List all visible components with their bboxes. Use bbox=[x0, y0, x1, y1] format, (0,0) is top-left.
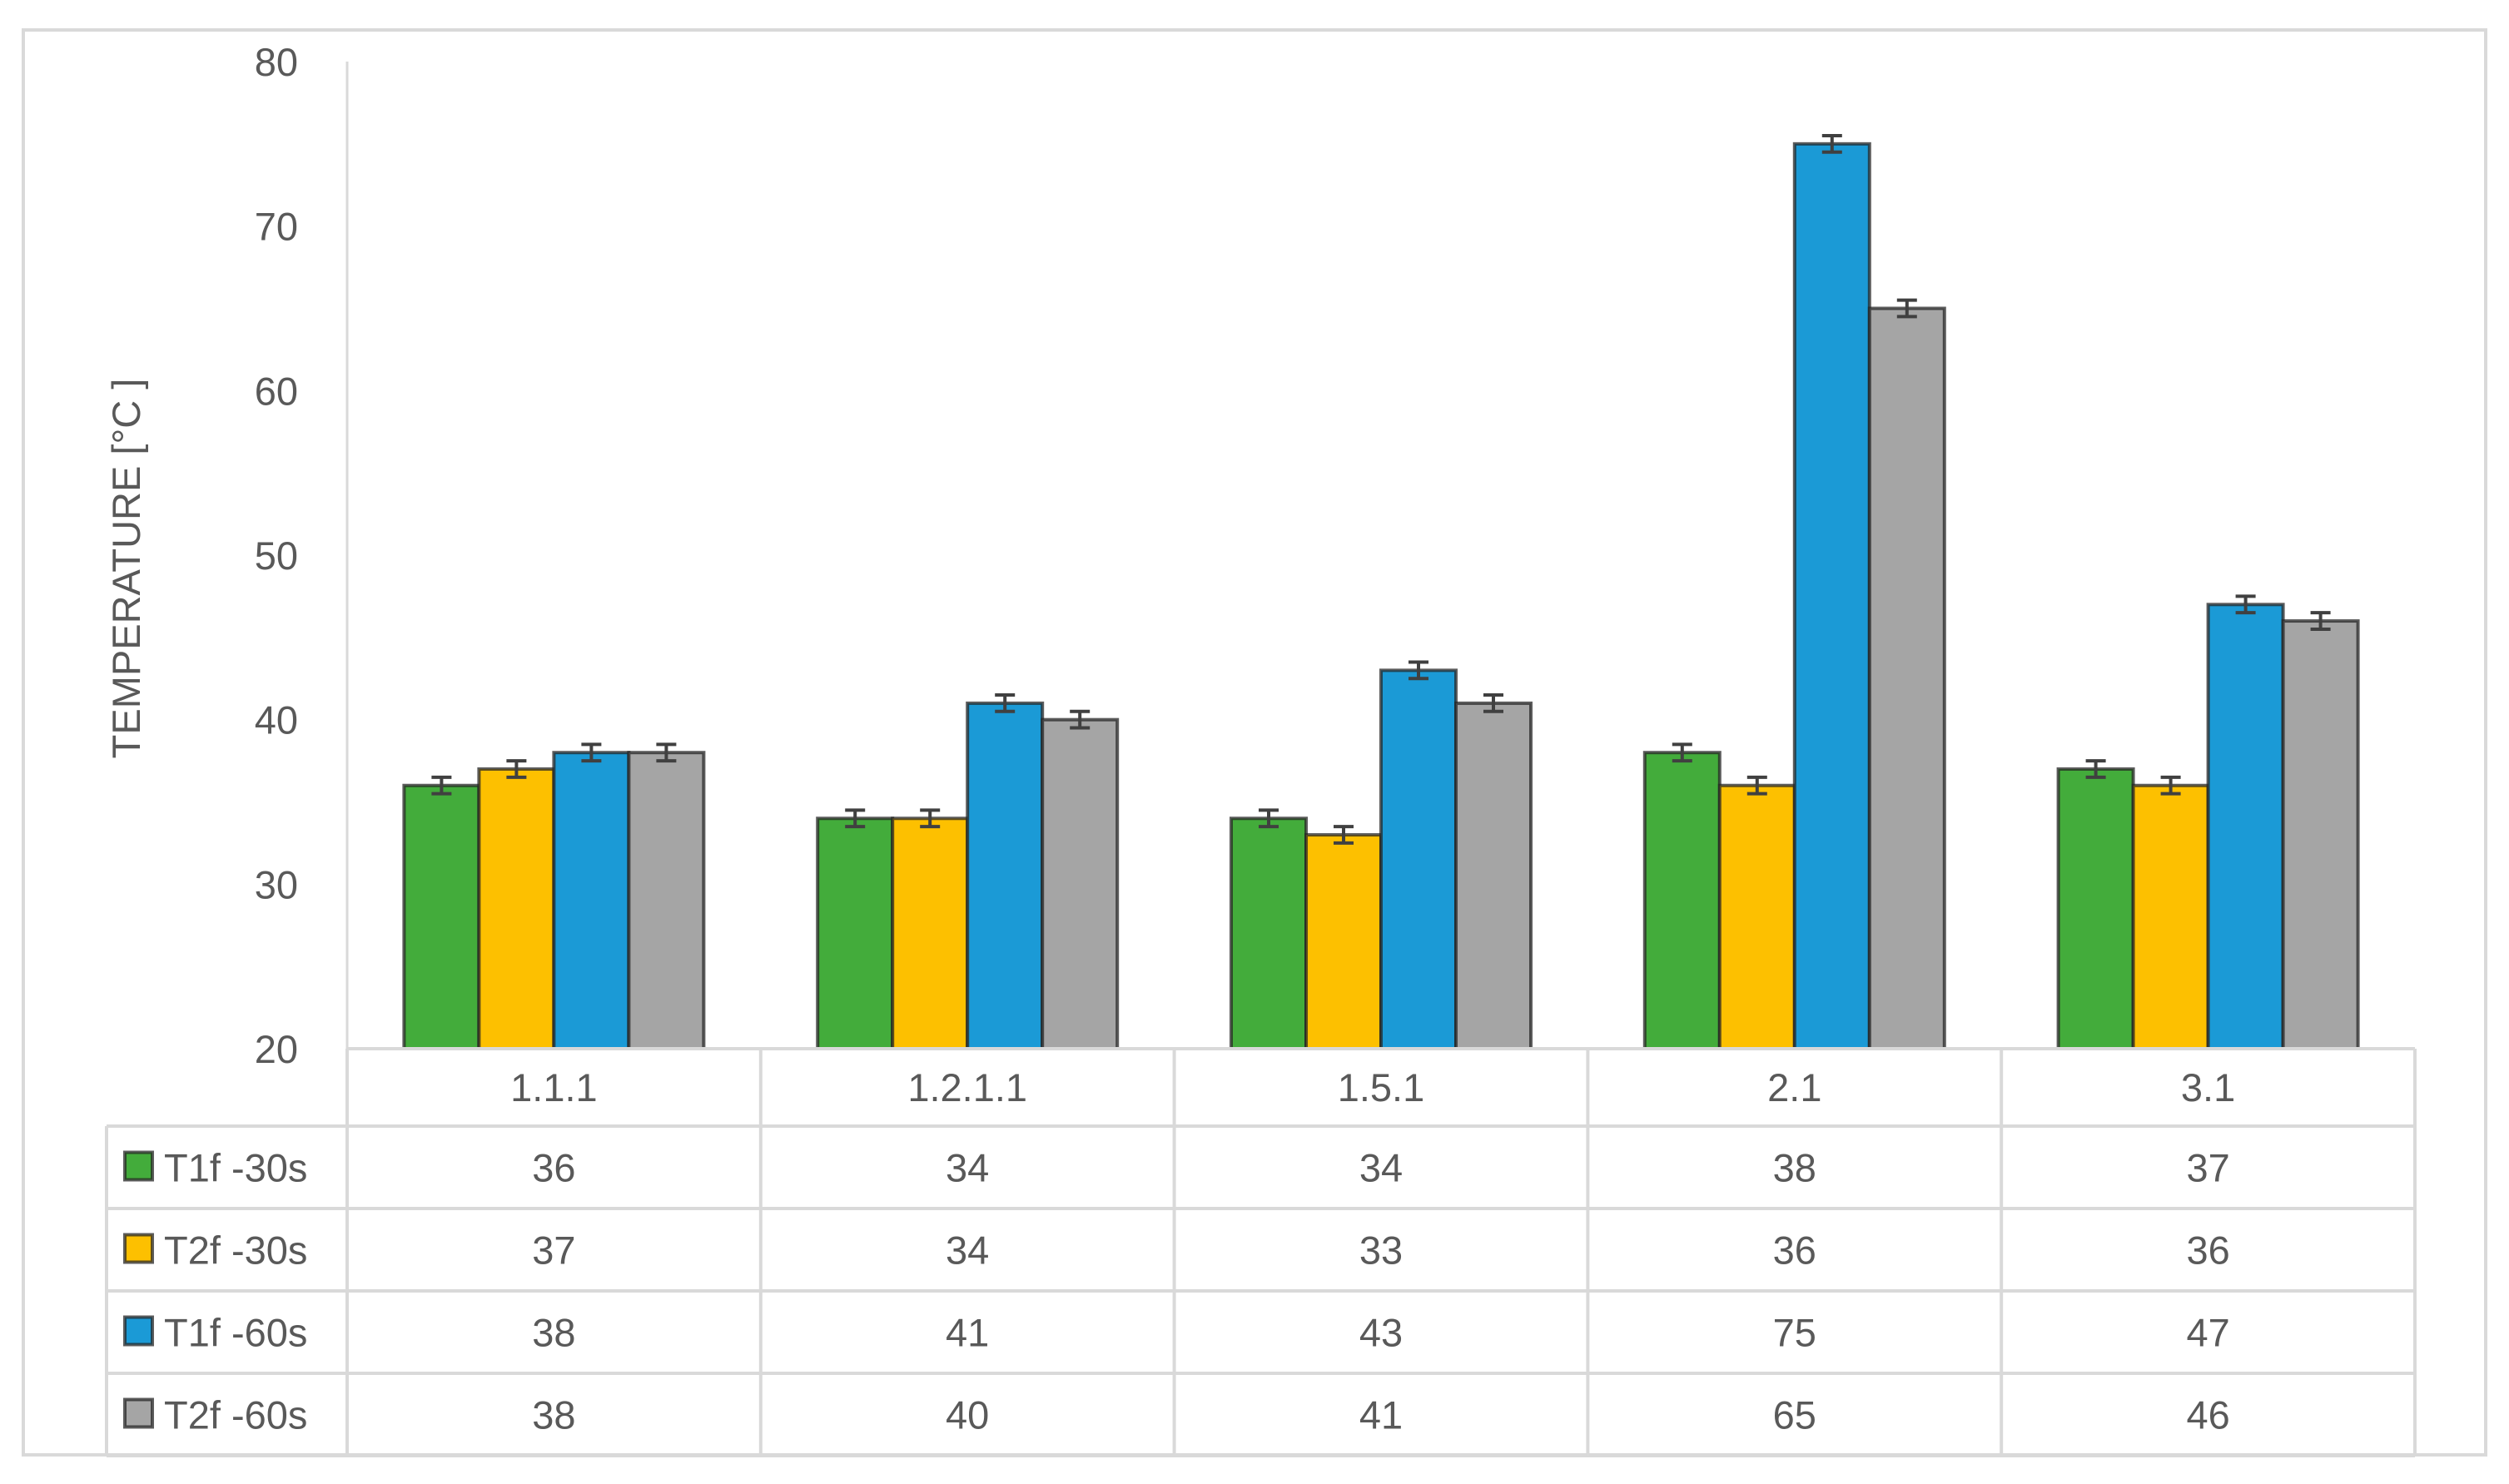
bar bbox=[1230, 816, 1308, 1050]
x-category-label: 1.1.1 bbox=[510, 1065, 598, 1109]
y-tick-label: 20 bbox=[255, 1027, 298, 1071]
data-table-value: 65 bbox=[1773, 1393, 1816, 1437]
data-table-value: 36 bbox=[532, 1146, 575, 1190]
y-axis-title: TEMPERATURE [°C ] bbox=[104, 379, 148, 759]
legend-label: T1f -60s bbox=[164, 1311, 307, 1355]
bar bbox=[477, 767, 556, 1050]
data-table-value: 34 bbox=[1359, 1146, 1403, 1190]
data-table-value: 41 bbox=[946, 1311, 989, 1355]
bar bbox=[2131, 783, 2210, 1050]
bar bbox=[1304, 833, 1383, 1050]
y-tick-label: 40 bbox=[255, 698, 298, 742]
bar bbox=[1454, 701, 1533, 1051]
bar bbox=[1041, 717, 1120, 1051]
data-table-value: 37 bbox=[2186, 1146, 2229, 1190]
data-table-value: 43 bbox=[1359, 1311, 1403, 1355]
data-table-value: 38 bbox=[1773, 1146, 1816, 1190]
y-tick-label: 70 bbox=[255, 205, 298, 249]
bar bbox=[1379, 668, 1458, 1050]
y-axis-ticks: 20 30 40 50 60 70 80 bbox=[255, 40, 298, 1071]
y-tick-label: 80 bbox=[255, 40, 298, 84]
bar bbox=[966, 701, 1045, 1051]
y-tick-label: 30 bbox=[255, 862, 298, 906]
bar bbox=[2281, 619, 2360, 1050]
bar bbox=[627, 751, 706, 1050]
data-table-value: 34 bbox=[946, 1146, 989, 1190]
data-table-value: 41 bbox=[1359, 1393, 1403, 1437]
bar bbox=[816, 816, 895, 1050]
data-table-value: 38 bbox=[532, 1393, 575, 1437]
bar bbox=[402, 783, 481, 1050]
data-table-value: 37 bbox=[532, 1228, 575, 1273]
bar bbox=[891, 816, 970, 1050]
data-table-value: 33 bbox=[1359, 1228, 1403, 1273]
x-category-label: 3.1 bbox=[2181, 1065, 2235, 1109]
data-table-value: 34 bbox=[946, 1228, 989, 1273]
data-table-value: 47 bbox=[2186, 1311, 2229, 1355]
legend-key bbox=[123, 1397, 154, 1429]
data-table-value: 38 bbox=[532, 1311, 575, 1355]
data-table-value: 46 bbox=[2186, 1393, 2229, 1437]
legend-key bbox=[123, 1150, 154, 1182]
y-tick-label: 50 bbox=[255, 534, 298, 578]
data-table: 1.1.1 1.2.1.1 1.5.1 2.1 3.1 T1f -30s 36 34 34 38 3… bbox=[105, 1047, 2417, 1457]
bar bbox=[1717, 783, 1796, 1050]
legend-label: T1f -30s bbox=[164, 1146, 307, 1190]
legend-label: T2f -60s bbox=[164, 1393, 307, 1437]
legend-key bbox=[123, 1315, 154, 1347]
data-table-value: 36 bbox=[1773, 1228, 1816, 1273]
bar-plot-area bbox=[402, 133, 2360, 1051]
y-tick-label: 60 bbox=[255, 369, 298, 413]
data-table-value: 36 bbox=[2186, 1228, 2229, 1273]
legend-key bbox=[123, 1233, 154, 1264]
x-category-label: 2.1 bbox=[1767, 1065, 1821, 1109]
bar bbox=[1642, 751, 1722, 1050]
bar bbox=[2056, 767, 2135, 1050]
bar bbox=[552, 751, 631, 1050]
bar bbox=[1792, 141, 1871, 1050]
chart-frame bbox=[22, 28, 2487, 1457]
x-category-label: 1.2.1.1 bbox=[907, 1065, 1027, 1109]
bar bbox=[1867, 306, 1946, 1050]
data-table-value: 75 bbox=[1773, 1311, 1816, 1355]
x-category-label: 1.5.1 bbox=[1338, 1065, 1425, 1109]
bar bbox=[2206, 603, 2285, 1050]
data-table-value: 40 bbox=[946, 1393, 989, 1437]
legend-label: T2f -30s bbox=[164, 1228, 307, 1273]
